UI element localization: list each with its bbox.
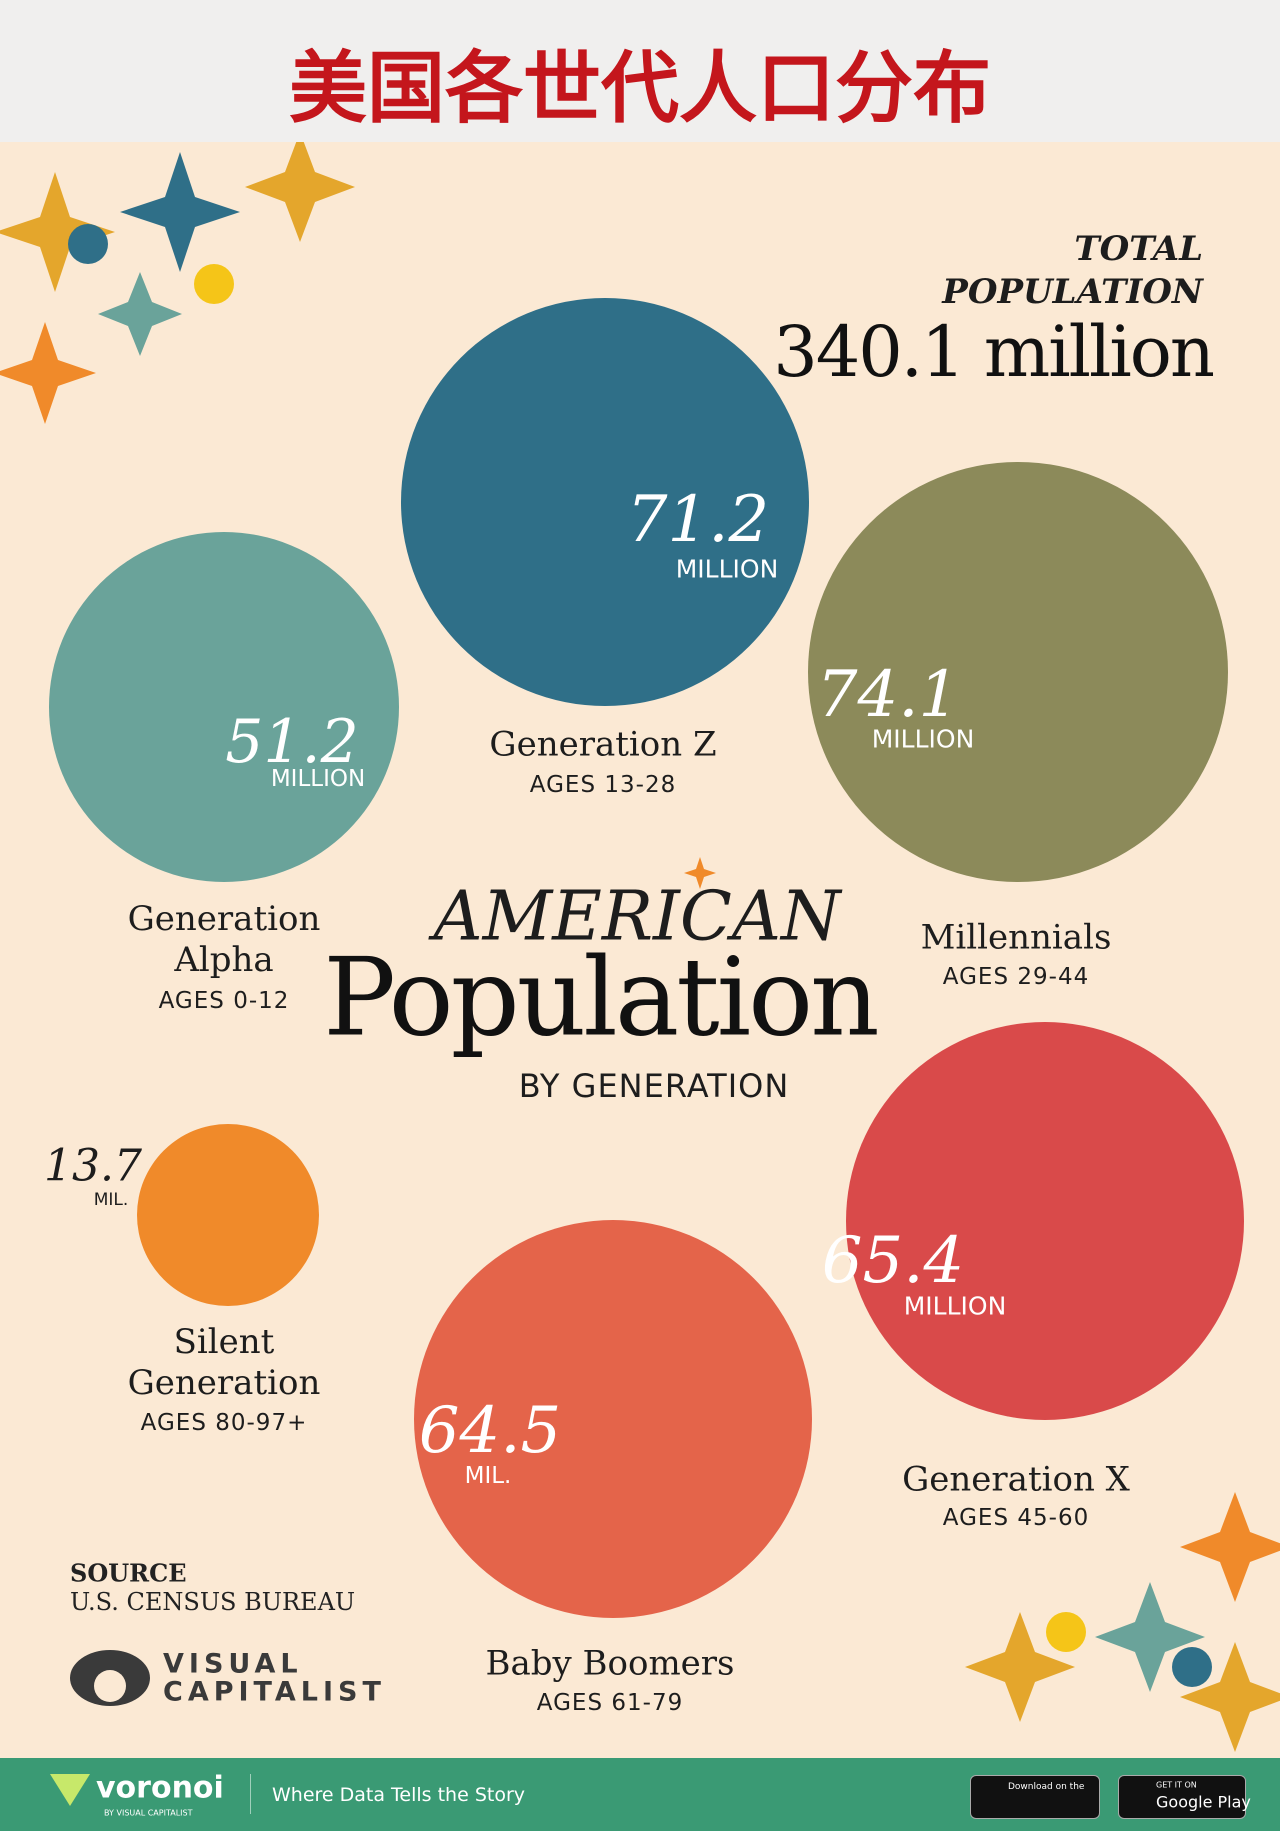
- unit-label: MILLION: [903, 1291, 1007, 1321]
- value-label: 13.7: [44, 1140, 142, 1192]
- value-label: 64.5: [418, 1394, 562, 1468]
- logo-icon: [70, 1650, 150, 1706]
- google-play-label: Google Play: [1156, 1792, 1251, 1812]
- portrait-circle: [808, 462, 1228, 882]
- headline: AMERICAN: [433, 877, 841, 957]
- portrait-circle: [414, 1220, 812, 1618]
- source-text: U.S. CENSUS BUREAU: [70, 1588, 356, 1616]
- generation-ages: AGES 0-12: [158, 988, 290, 1014]
- app-store-label: Download on the: [1008, 1782, 1085, 1792]
- ornament: [0, 142, 1280, 1752]
- generation-name: Baby Boomers: [485, 1643, 735, 1684]
- generation-ages: AGES 61-79: [536, 1690, 684, 1716]
- total-label: TOTAL: [1074, 229, 1203, 269]
- footer-tagline: Where Data Tells the Story: [272, 1784, 526, 1806]
- google-play-button[interactable]: [1118, 1775, 1246, 1819]
- generation-name: Generation Alpha: [127, 899, 321, 980]
- value-label: 51.2: [225, 707, 359, 777]
- footer-brand: voronoi: [96, 1770, 224, 1806]
- logo-text: VISUAL: [163, 1648, 303, 1680]
- unit-label: MILLION: [871, 724, 975, 754]
- source-label: SOURCE: [70, 1558, 187, 1588]
- unit-label: MILLION: [675, 554, 779, 584]
- logo-text: CAPITALIST: [163, 1676, 386, 1708]
- generation-ages: AGES 29-44: [942, 964, 1090, 990]
- headline-sub: BY GENERATION: [518, 1067, 790, 1105]
- portrait-circle: [137, 1124, 319, 1306]
- generation-name: Generation X: [902, 1459, 1130, 1500]
- value-label: 74.1: [816, 658, 960, 732]
- generation-name: Generation Z: [489, 724, 717, 765]
- portrait-circle: [401, 298, 809, 706]
- divider: [250, 1774, 251, 1814]
- value-label: 71.2: [626, 483, 770, 557]
- generation-name: Millennials: [920, 917, 1112, 958]
- headline: Population: [323, 935, 879, 1061]
- google-play-label: GET IT ON: [1156, 1780, 1197, 1790]
- voronoi-icon: [50, 1774, 90, 1806]
- generation-ages: AGES 80-97+: [140, 1410, 308, 1436]
- footer-brand-sub: BY VISUAL CAPITALIST: [104, 1808, 193, 1818]
- app-store-button[interactable]: [970, 1775, 1100, 1819]
- generation-name: Silent Generation: [127, 1322, 321, 1403]
- header-bar: [0, 0, 1280, 142]
- portrait-circle: [846, 1022, 1244, 1420]
- portrait-circle: [49, 532, 399, 882]
- page-title: 美国各世代人口分布: [288, 44, 992, 134]
- unit-label: MILLION: [270, 766, 366, 792]
- unit-label: MIL.: [93, 1190, 129, 1210]
- decoration: [0, 142, 1280, 1752]
- generation-ages: AGES 13-28: [529, 772, 677, 798]
- generation-ages: AGES 45-60: [942, 1505, 1090, 1531]
- total-value: 340.1 million: [773, 311, 1215, 393]
- value-label: 65.4: [821, 1224, 965, 1298]
- unit-label: MIL.: [464, 1463, 512, 1489]
- total-label: POPULATION: [942, 272, 1203, 312]
